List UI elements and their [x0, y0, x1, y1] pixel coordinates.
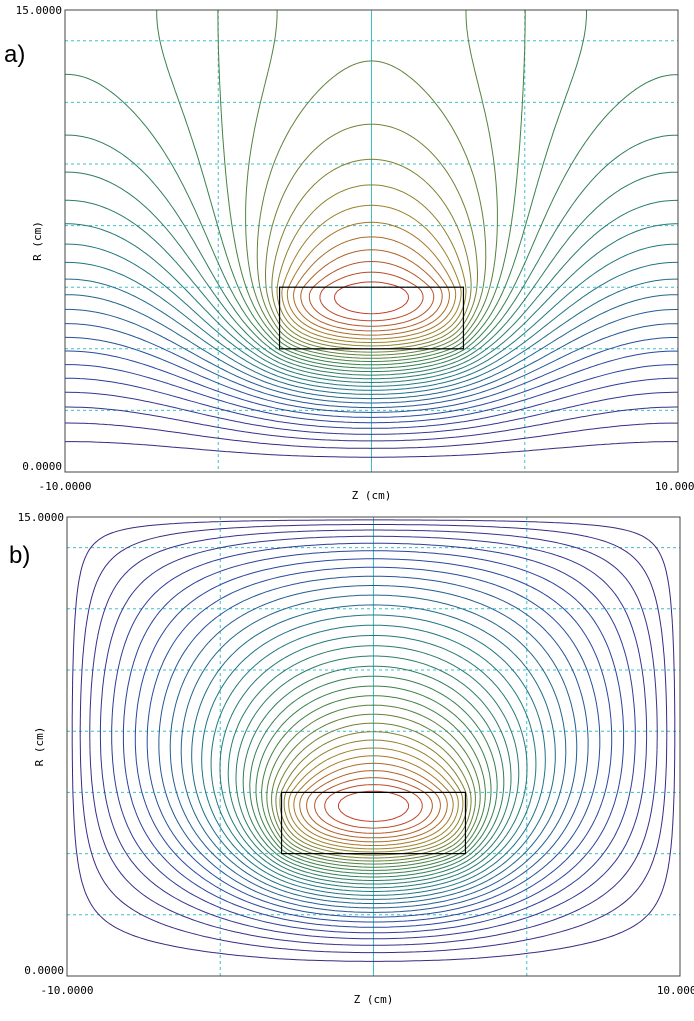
y-tick-label: 15.0000 — [16, 4, 62, 17]
contour-line — [256, 60, 487, 356]
contour-line — [293, 755, 454, 846]
contour-line — [65, 441, 678, 458]
contour-line — [281, 204, 462, 343]
contour-line — [79, 524, 668, 954]
contour-line — [65, 350, 678, 418]
x-tick-label: -10.0000 — [41, 984, 94, 997]
contour-line — [65, 336, 678, 413]
contour-line — [65, 134, 678, 373]
contour-line — [65, 73, 678, 369]
contour-line — [71, 519, 676, 962]
y-axis-label: R (cm) — [33, 727, 46, 767]
contour-line — [286, 221, 457, 340]
contour-line — [65, 261, 678, 391]
x-tick-label: -10.0000 — [39, 480, 92, 493]
y-tick-label: 0.0000 — [24, 964, 64, 977]
contour-line — [122, 550, 625, 928]
x-axis-label: Z (cm) — [354, 993, 394, 1006]
contour-line — [158, 575, 589, 913]
panel-label: a) — [4, 41, 25, 68]
contour-line — [99, 535, 648, 940]
contour-line — [89, 529, 658, 946]
plot-frame — [66, 516, 681, 977]
contour-line — [324, 784, 423, 829]
contour-line — [65, 278, 678, 395]
contour-line — [300, 249, 443, 332]
contour-line — [65, 294, 678, 400]
coil — [280, 791, 467, 855]
contour-line — [219, 634, 528, 889]
contour-line — [266, 704, 481, 865]
x-tick-label: 10.0000 — [655, 480, 694, 493]
chart-panel: 0.0000 15.0000 -10.0000 10.0000 Z (cm) R (cm)… — [9, 511, 694, 1006]
contour-line — [276, 184, 467, 347]
contour-line — [65, 406, 678, 442]
contour-line — [156, 10, 587, 366]
contour-line — [65, 422, 678, 449]
y-axis-label: R (cm) — [31, 221, 44, 261]
contour-line — [261, 695, 486, 868]
contour-line — [169, 585, 578, 909]
coil — [278, 286, 465, 350]
contour-line — [201, 614, 546, 896]
contour-line — [235, 655, 512, 881]
contour-line — [249, 675, 498, 875]
panel-label: b) — [9, 542, 30, 569]
contour-line — [65, 377, 678, 429]
contour-line — [180, 594, 567, 905]
x-tick-label: 10.0000 — [657, 984, 694, 997]
contour-line — [65, 323, 678, 409]
contour-line — [65, 364, 678, 424]
contour-line — [134, 558, 613, 923]
contour-line — [242, 665, 505, 878]
contour-line — [227, 645, 520, 885]
contour-line — [271, 713, 476, 862]
contour-line — [65, 223, 678, 383]
contour-line — [210, 624, 537, 892]
contour-line — [299, 762, 448, 843]
plot-frame — [64, 9, 679, 473]
contour-line — [314, 777, 433, 834]
contour-line — [191, 604, 556, 900]
contour-line — [65, 199, 678, 380]
contour-line — [146, 566, 601, 918]
contour-line — [111, 542, 636, 934]
contour-line — [65, 171, 678, 376]
y-tick-label: 15.0000 — [18, 511, 64, 524]
contour-line — [288, 747, 459, 850]
chart-panel: 0.0000 15.0000 -10.0000 10.0000 Z (cm) R (cm)… — [4, 4, 694, 502]
contour-line — [65, 243, 678, 387]
y-tick-label: 0.0000 — [22, 460, 62, 473]
contour-line — [275, 722, 472, 859]
contour-line — [306, 770, 441, 839]
contour-line — [319, 271, 424, 322]
contour-line — [308, 261, 435, 327]
x-axis-label: Z (cm) — [352, 489, 392, 502]
contour-line — [217, 10, 526, 362]
contour-line — [283, 739, 464, 853]
contour-line — [65, 308, 678, 404]
contour-line — [65, 391, 678, 435]
contour-line — [293, 236, 450, 336]
contour-line — [245, 10, 498, 359]
